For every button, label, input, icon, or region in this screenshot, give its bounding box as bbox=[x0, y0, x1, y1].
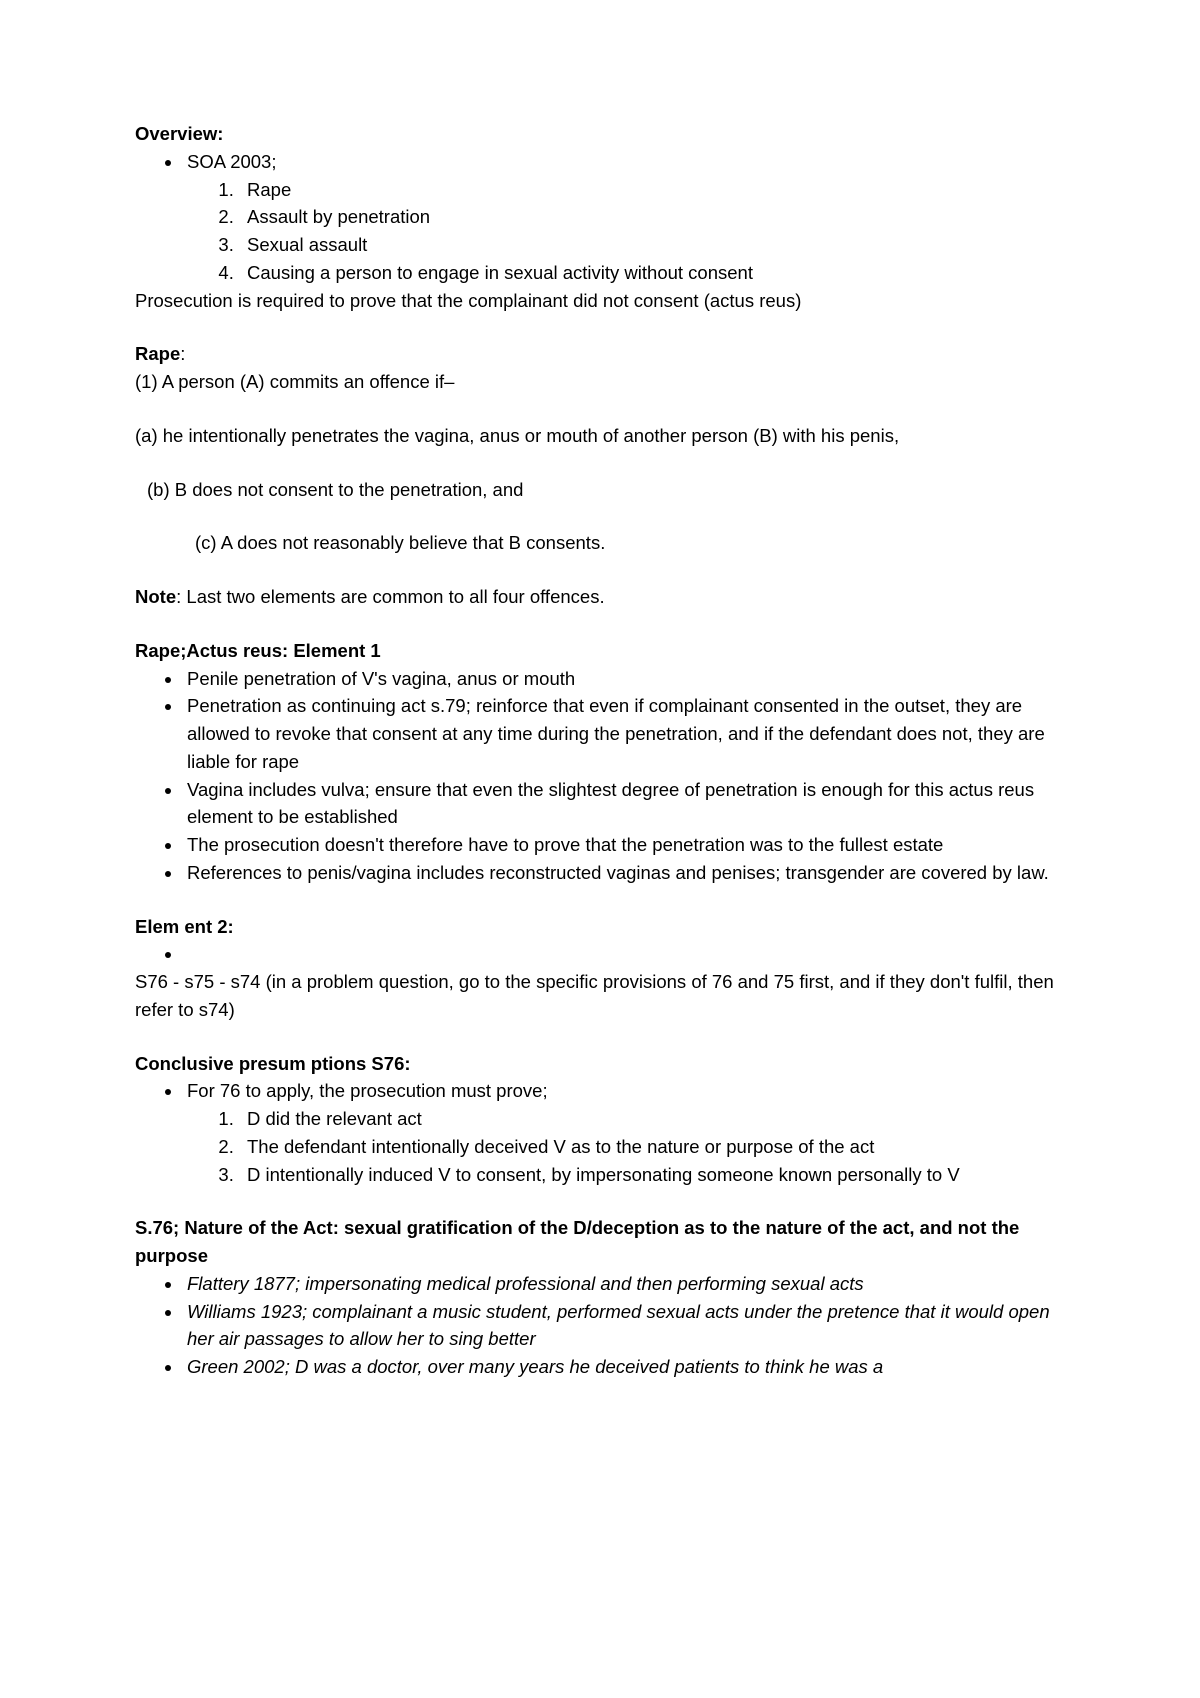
s76-list: For 76 to apply, the prosecution must pr… bbox=[135, 1077, 1065, 1188]
list-item: D did the relevant act bbox=[239, 1105, 1065, 1133]
list-item: For 76 to apply, the prosecution must pr… bbox=[183, 1077, 1065, 1188]
list-item: The prosecution doesn't therefore have t… bbox=[183, 831, 1065, 859]
element2-empty-list bbox=[135, 940, 1065, 968]
s76-heading: Conclusive presum ptions S76: bbox=[135, 1050, 1065, 1078]
s76-lead: For 76 to apply, the prosecution must pr… bbox=[187, 1080, 548, 1101]
rape-line-1: (1) A person (A) commits an offence if– bbox=[135, 368, 1065, 396]
element2-section: Elem ent 2: S76 - s75 - s74 (in a proble… bbox=[135, 913, 1065, 1024]
colon: : bbox=[180, 343, 185, 364]
list-item: Rape bbox=[239, 176, 1065, 204]
soa-label: SOA 2003; bbox=[187, 151, 276, 172]
list-item: Green 2002; D was a doctor, over many ye… bbox=[183, 1353, 1065, 1381]
s76-numbered-list: D did the relevant act The defendant int… bbox=[187, 1105, 1065, 1188]
list-item: Penile penetration of V's vagina, anus o… bbox=[183, 665, 1065, 693]
list-item-empty bbox=[183, 940, 1065, 968]
note-text: : Last two elements are common to all fo… bbox=[176, 586, 604, 607]
rape-heading: Rape bbox=[135, 343, 180, 364]
prosecution-note: Prosecution is required to prove that th… bbox=[135, 287, 1065, 315]
list-item: References to penis/vagina includes reco… bbox=[183, 859, 1065, 887]
overview-section: Overview: SOA 2003; Rape Assault by pene… bbox=[135, 120, 1065, 314]
document-page: Overview: SOA 2003; Rape Assault by pene… bbox=[0, 0, 1200, 1381]
nature-heading: S.76; Nature of the Act: sexual gratific… bbox=[135, 1214, 1065, 1270]
list-item: D intentionally induced V to consent, by… bbox=[239, 1161, 1065, 1189]
element2-heading: Elem ent 2: bbox=[135, 913, 1065, 941]
list-item: The defendant intentionally deceived V a… bbox=[239, 1133, 1065, 1161]
list-item: Causing a person to engage in sexual act… bbox=[239, 259, 1065, 287]
nature-section: S.76; Nature of the Act: sexual gratific… bbox=[135, 1214, 1065, 1381]
nature-list: Flattery 1877; impersonating medical pro… bbox=[135, 1270, 1065, 1381]
list-item: Sexual assault bbox=[239, 231, 1065, 259]
soa-numbered-list: Rape Assault by penetration Sexual assau… bbox=[187, 176, 1065, 287]
list-item: Assault by penetration bbox=[239, 203, 1065, 231]
list-item: SOA 2003; Rape Assault by penetration Se… bbox=[183, 148, 1065, 287]
element1-heading: Rape;Actus reus: Element 1 bbox=[135, 637, 1065, 665]
list-item: Penetration as continuing act s.79; rein… bbox=[183, 692, 1065, 775]
list-item: Vagina includes vulva; ensure that even … bbox=[183, 776, 1065, 832]
rape-line-c: (c) A does not reasonably believe that B… bbox=[135, 529, 1065, 557]
rape-line-b: (b) B does not consent to the penetratio… bbox=[135, 476, 1065, 504]
rape-section: Rape: (1) A person (A) commits an offenc… bbox=[135, 340, 1065, 611]
element2-text: S76 - s75 - s74 (in a problem question, … bbox=[135, 968, 1065, 1024]
overview-bullet-list: SOA 2003; Rape Assault by penetration Se… bbox=[135, 148, 1065, 287]
note-label: Note bbox=[135, 586, 176, 607]
rape-heading-line: Rape: bbox=[135, 340, 1065, 368]
element1-list: Penile penetration of V's vagina, anus o… bbox=[135, 665, 1065, 887]
element1-section: Rape;Actus reus: Element 1 Penile penetr… bbox=[135, 637, 1065, 887]
rape-line-a: (a) he intentionally penetrates the vagi… bbox=[135, 422, 1065, 450]
rape-note: Note: Last two elements are common to al… bbox=[135, 583, 1065, 611]
overview-heading: Overview: bbox=[135, 123, 223, 144]
s76-section: Conclusive presum ptions S76: For 76 to … bbox=[135, 1050, 1065, 1189]
list-item: Williams 1923; complainant a music stude… bbox=[183, 1298, 1065, 1354]
list-item: Flattery 1877; impersonating medical pro… bbox=[183, 1270, 1065, 1298]
